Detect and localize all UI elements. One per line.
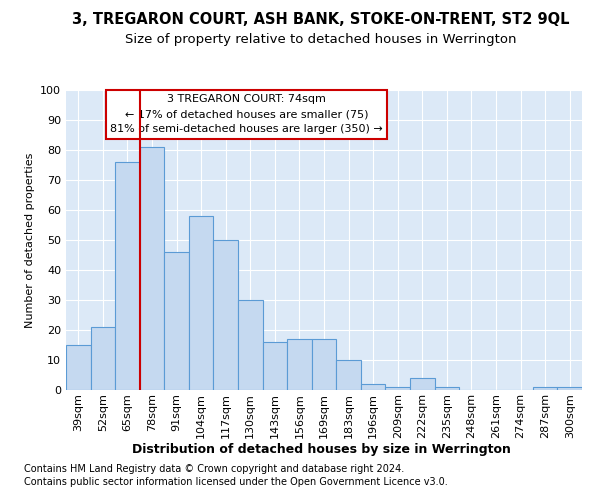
Bar [189,216,214,390]
Bar [238,300,263,390]
Bar [115,162,140,390]
Bar [410,378,434,390]
Text: Contains HM Land Registry data © Crown copyright and database right 2024.: Contains HM Land Registry data © Crown c… [24,464,404,474]
Text: 3, TREGARON COURT, ASH BANK, STOKE-ON-TRENT, ST2 9QL: 3, TREGARON COURT, ASH BANK, STOKE-ON-TR… [72,12,570,28]
Bar [263,342,287,390]
Bar [312,339,336,390]
Y-axis label: Number of detached properties: Number of detached properties [25,152,35,328]
Bar [361,384,385,390]
Bar [557,387,582,390]
Bar [533,387,557,390]
Text: Size of property relative to detached houses in Werrington: Size of property relative to detached ho… [125,32,517,46]
Text: Contains public sector information licensed under the Open Government Licence v3: Contains public sector information licen… [24,477,448,487]
Bar [140,147,164,390]
Text: Distribution of detached houses by size in Werrington: Distribution of detached houses by size … [131,442,511,456]
Bar [214,240,238,390]
Bar [66,345,91,390]
Bar [287,339,312,390]
Bar [336,360,361,390]
Bar [434,387,459,390]
Bar [91,327,115,390]
Text: 3 TREGARON COURT: 74sqm
← 17% of detached houses are smaller (75)
81% of semi-de: 3 TREGARON COURT: 74sqm ← 17% of detache… [110,94,383,134]
Bar [385,387,410,390]
Bar [164,252,189,390]
